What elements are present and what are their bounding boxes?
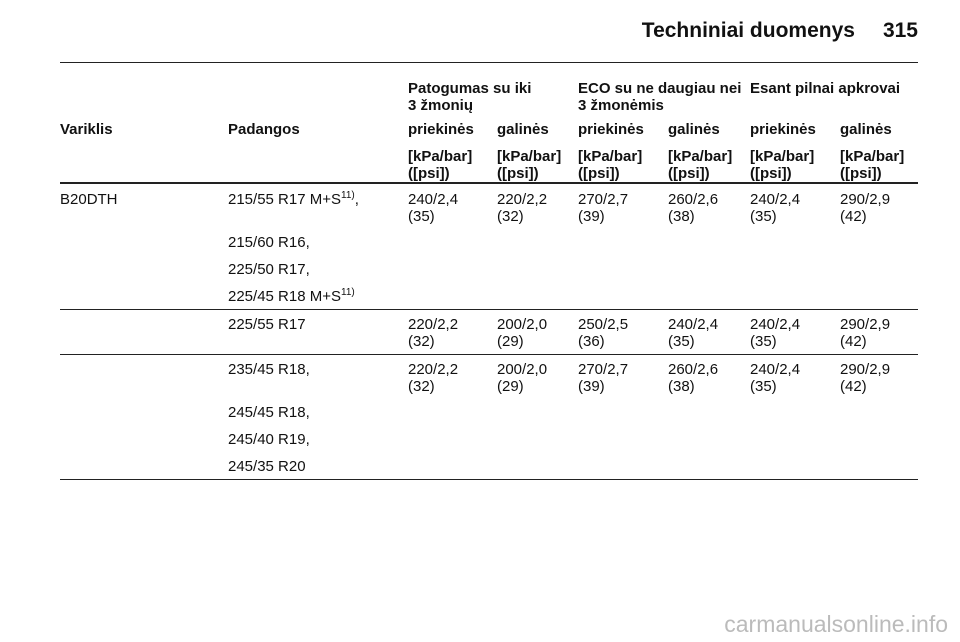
pressure-value: (39) — [578, 208, 605, 225]
unit-label: [kPa/bar] — [497, 148, 562, 165]
tire-size: 235/45 R18, — [228, 361, 310, 378]
pressure-value: (35) — [750, 208, 777, 225]
group-header: Patogumas su iki — [408, 80, 532, 97]
unit-label: [kPa/bar] — [840, 148, 905, 165]
group-header: 3 žmonėmis — [578, 97, 664, 114]
pressure-value: 260/2,6 — [668, 361, 719, 378]
rule — [60, 309, 918, 310]
pressure-value: (32) — [497, 208, 524, 225]
rule — [60, 182, 918, 184]
group-header: 3 žmonių — [408, 97, 474, 114]
column-header: Variklis — [60, 121, 113, 138]
unit-label: [kPa/bar] — [668, 148, 733, 165]
pressure-value: 290/2,9 — [840, 191, 891, 208]
rule — [60, 62, 918, 63]
unit-label: ([psi]) — [578, 165, 620, 182]
punctuation: , — [354, 191, 359, 208]
rule — [60, 354, 918, 355]
pressure-value: 240/2,4 — [750, 361, 801, 378]
pressure-value: 240/2,4 — [750, 316, 801, 333]
tire-size: 215/55 R17 M+S11), — [228, 190, 359, 209]
pressure-value: 250/2,5 — [578, 316, 629, 333]
unit-label: [kPa/bar] — [750, 148, 815, 165]
column-header: priekinės — [578, 121, 644, 138]
unit-label: ([psi]) — [750, 165, 792, 182]
pressure-value: 290/2,9 — [840, 316, 891, 333]
column-header: galinės — [497, 121, 549, 138]
pressure-value: (39) — [578, 378, 605, 395]
pressure-value: 220/2,2 — [408, 361, 459, 378]
unit-label: ([psi]) — [408, 165, 450, 182]
unit-label: ([psi]) — [668, 165, 710, 182]
pressure-value: 220/2,2 — [497, 191, 548, 208]
footnote-ref: 11) — [341, 287, 355, 298]
group-header: ECO su ne daugiau nei — [578, 80, 742, 97]
pressure-value: (32) — [408, 378, 435, 395]
pressure-value: (29) — [497, 378, 524, 395]
pressure-value: (35) — [750, 378, 777, 395]
tire-size: 245/45 R18, — [228, 404, 310, 421]
column-header: priekinės — [750, 121, 816, 138]
pressure-value: (38) — [668, 208, 695, 225]
header-title: Techniniai duomenys — [641, 19, 855, 42]
pressure-value: (42) — [840, 333, 867, 350]
pressure-value: 290/2,9 — [840, 361, 891, 378]
pressure-value: 200/2,0 — [497, 361, 548, 378]
engine: B20DTH — [60, 191, 118, 208]
pressure-value: (35) — [668, 333, 695, 350]
footnote-ref: 11) — [341, 190, 355, 201]
unit-label: ([psi]) — [497, 165, 539, 182]
tire-size: 245/35 R20 — [228, 458, 306, 475]
tire-size: 245/40 R19, — [228, 431, 310, 448]
pressure-value: 240/2,4 — [750, 191, 801, 208]
pressure-value: (35) — [750, 333, 777, 350]
column-header: galinės — [840, 121, 892, 138]
column-header: Padangos — [228, 121, 300, 138]
tire-size: 225/50 R17, — [228, 261, 310, 278]
pressure-value: 240/2,4 — [668, 316, 719, 333]
unit-label: [kPa/bar] — [578, 148, 643, 165]
pressure-value: 240/2,4 — [408, 191, 459, 208]
unit-label: ([psi]) — [840, 165, 882, 182]
pressure-value: (32) — [408, 333, 435, 350]
column-header: priekinės — [408, 121, 474, 138]
tire-size: 225/45 R18 M+S11) — [228, 287, 355, 306]
group-header: Esant pilnai apkrovai — [750, 80, 901, 97]
page-number: 315 — [882, 19, 918, 42]
tire-size: 215/60 R16, — [228, 234, 310, 251]
unit-label: [kPa/bar] — [408, 148, 473, 165]
pressure-value: (36) — [578, 333, 605, 350]
pressure-value: 270/2,7 — [578, 191, 629, 208]
pressure-value: 200/2,0 — [497, 316, 548, 333]
watermark: carmanualsonline.info — [724, 611, 948, 637]
pressure-value: 260/2,6 — [668, 191, 719, 208]
pressure-value: (35) — [408, 208, 435, 225]
column-header: galinės — [668, 121, 720, 138]
pressure-value: 270/2,7 — [578, 361, 629, 378]
pressure-value: (38) — [668, 378, 695, 395]
page-header: Techniniai duomenys 315 — [642, 18, 918, 44]
pressure-value: (42) — [840, 208, 867, 225]
tire-size: 225/55 R17 — [228, 316, 306, 333]
pressure-value: (42) — [840, 378, 867, 395]
pressure-value: 220/2,2 — [408, 316, 459, 333]
rule — [60, 479, 918, 480]
pressure-value: (29) — [497, 333, 524, 350]
